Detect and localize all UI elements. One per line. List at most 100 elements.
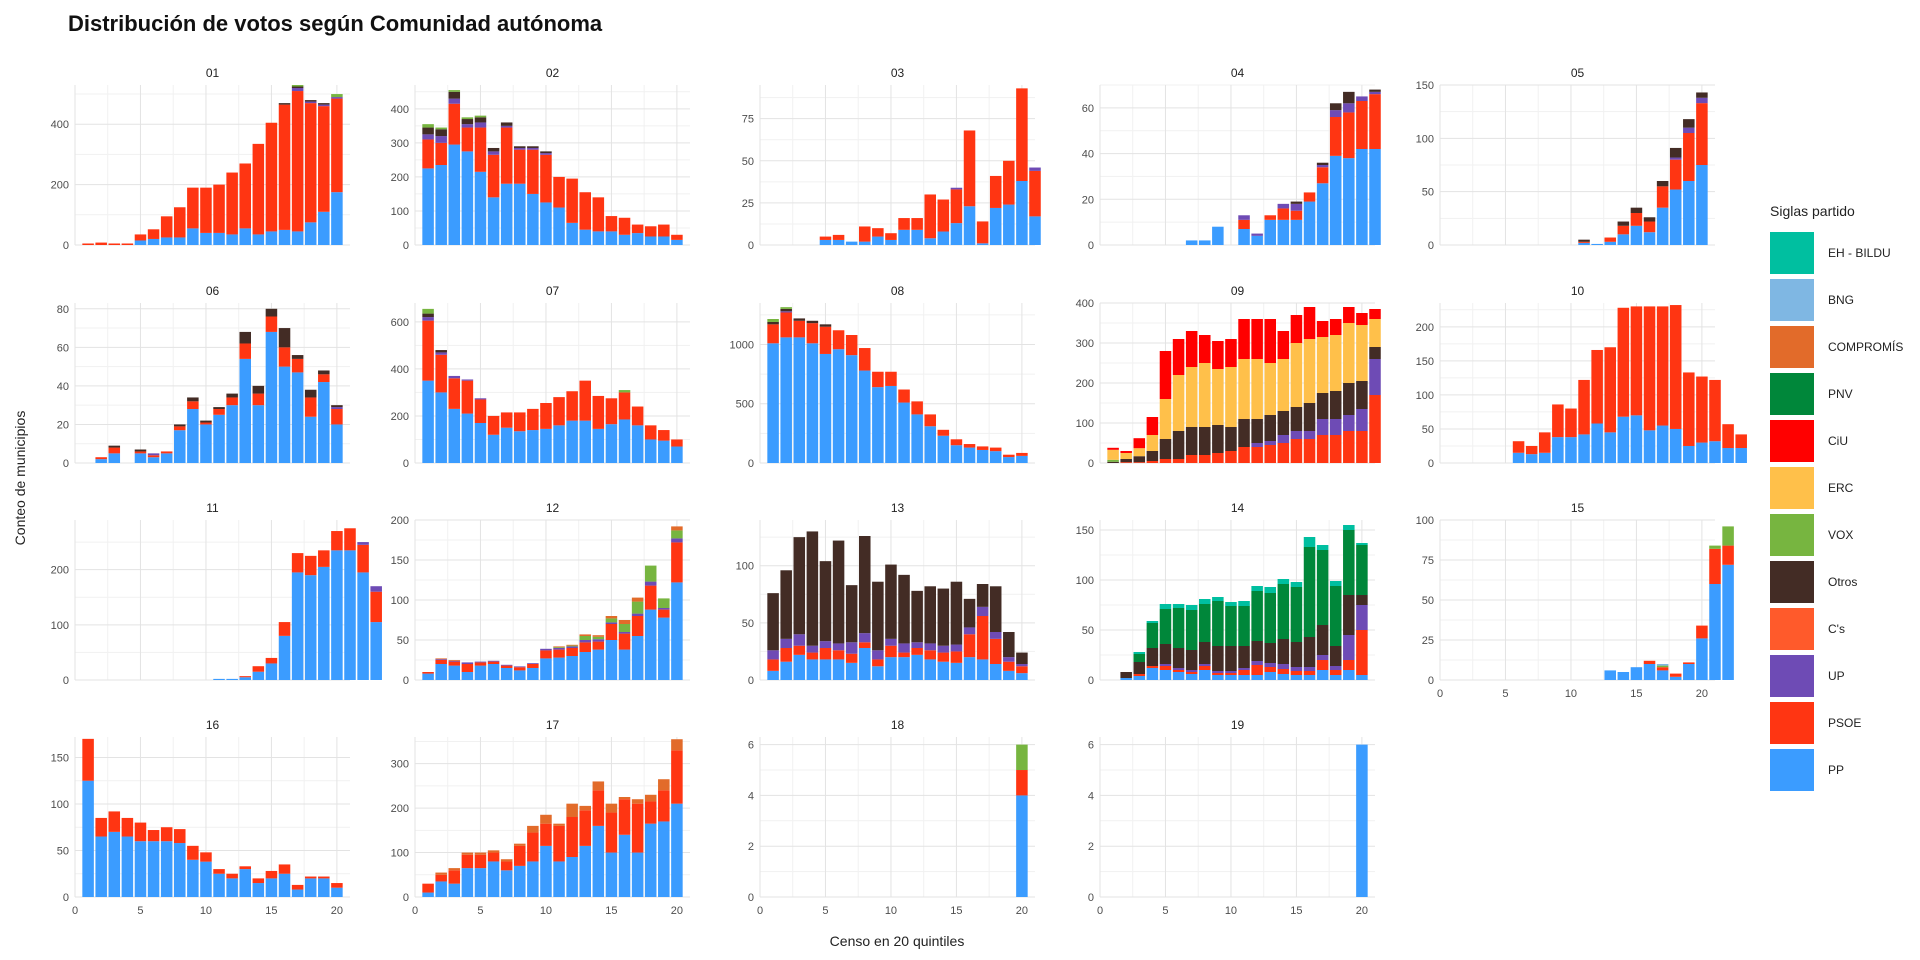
y-tick-label: 100 xyxy=(51,620,69,632)
bar-segment-up xyxy=(147,453,160,456)
bar-segment-psoe xyxy=(82,738,94,781)
bar-segment-psoe xyxy=(1591,349,1603,424)
bar-segment-psoe xyxy=(1669,305,1682,429)
bar-segment-pp xyxy=(937,435,950,463)
bar-segment-psoe xyxy=(370,591,382,623)
bar-segment-psoe xyxy=(658,224,670,237)
bar-segment-psoe xyxy=(885,371,897,386)
bar-segment-pp xyxy=(1290,675,1303,680)
facet-panel-05: 05 0 50 100 150 xyxy=(1416,66,1715,252)
bar-segment-pp xyxy=(644,823,657,897)
bar-segment-psoe xyxy=(304,397,317,417)
bar-segment-psoe xyxy=(200,187,212,233)
bar-segment-otros xyxy=(1277,411,1290,435)
bar-segment-vox xyxy=(553,647,565,648)
bar-segment-up xyxy=(1343,635,1355,660)
facet-panel-19: 19 0 2 4 6 0 5 10 15 20 xyxy=(1088,718,1375,917)
bar-segment-vox xyxy=(1016,744,1028,771)
y-tick-label: 100 xyxy=(391,206,409,218)
bar-segment-psoe xyxy=(1578,241,1590,243)
bar-segment-otros xyxy=(793,537,806,635)
bar-segment-pp xyxy=(1656,670,1669,680)
bar-segment-psoe xyxy=(318,550,330,567)
bar-segment-psoe xyxy=(631,803,644,853)
legend-swatch xyxy=(1770,467,1814,509)
bar-segment-pp xyxy=(976,449,989,463)
bar-segment-up xyxy=(487,660,500,662)
bar-segment-otros xyxy=(1356,595,1368,605)
bar-segment-comprom-s xyxy=(435,658,447,660)
bar-segment-pp xyxy=(819,239,832,245)
y-tick-label: 50 xyxy=(1422,424,1434,436)
x-tick-label: 0 xyxy=(412,905,418,917)
bar-segment-psoe xyxy=(963,130,976,207)
bar-segment-pp xyxy=(671,582,683,680)
bar-segment-otros xyxy=(793,318,806,321)
facet-strip-label: 19 xyxy=(1231,718,1245,732)
bar-segment-pp xyxy=(1735,448,1747,463)
x-tick-label: 15 xyxy=(605,905,617,917)
y-tick-label: 50 xyxy=(1422,187,1434,199)
bar-segment-up xyxy=(1238,668,1250,670)
bar-segment-pnv xyxy=(1159,609,1172,644)
bar-segment-psoe xyxy=(278,104,291,230)
bar-segment-up xyxy=(1303,667,1316,671)
bar-segment-up xyxy=(1159,664,1172,666)
bar-segment-psoe xyxy=(780,648,792,662)
bar-segment-pp xyxy=(592,825,605,897)
bar-segment-up xyxy=(1016,664,1028,667)
bar-segment-pp xyxy=(174,843,186,897)
bar-segment-pp xyxy=(605,852,618,897)
bar-segment-pp xyxy=(631,636,644,680)
bar-segment-psoe xyxy=(1251,665,1263,675)
bar-segment-pp xyxy=(553,657,565,680)
y-tick-label: 100 xyxy=(1416,515,1434,527)
bar-segment-psoe xyxy=(832,330,845,350)
bar-segment-vox xyxy=(618,624,631,632)
bar-segment-pp xyxy=(671,446,683,463)
bar-segment-psoe xyxy=(898,218,910,230)
bar-segment-pp xyxy=(644,236,657,245)
bar-segment-pp xyxy=(239,677,251,680)
bar-segment-pp xyxy=(1525,454,1538,463)
bar-segment-pp xyxy=(1604,670,1616,680)
bar-segment-pp xyxy=(1683,445,1695,463)
bar-segment-psoe xyxy=(950,439,963,446)
bar-segment-psoe xyxy=(1290,210,1303,220)
bar-segment-eh-bildu xyxy=(1264,587,1276,593)
bar-segment-pp xyxy=(872,387,884,463)
bar-segment-psoe xyxy=(239,343,251,359)
legend-label: Otros xyxy=(1828,575,1857,589)
bar-segment-psoe xyxy=(1369,94,1381,149)
legend-label: UP xyxy=(1828,669,1845,683)
bar-segment-psoe xyxy=(1656,667,1669,671)
bar-segment-pp xyxy=(1277,674,1290,680)
bar-segment-psoe xyxy=(1003,160,1015,205)
bar-segment-pp xyxy=(1264,672,1276,680)
bar-segment-up xyxy=(540,153,552,155)
bar-segment-erc xyxy=(1172,375,1185,431)
bar-segment-pp xyxy=(540,428,552,463)
bar-segment-psoe xyxy=(160,216,173,238)
y-tick-label: 200 xyxy=(391,515,409,527)
bar-segment-psoe xyxy=(1016,452,1028,456)
bar-segment-psoe xyxy=(448,661,461,666)
bar-segment-pnv xyxy=(1277,584,1290,639)
bar-segment-psoe xyxy=(1003,661,1015,671)
bar-segment-psoe xyxy=(474,399,487,423)
bar-segment-vox xyxy=(658,598,670,608)
bar-segment-up xyxy=(1329,419,1342,435)
bar-segment-bng xyxy=(1656,664,1669,666)
bar-segment-pp xyxy=(304,222,317,245)
bar-segment-pp xyxy=(911,414,923,463)
bar-segment-pp xyxy=(200,232,212,245)
bar-segment-pp xyxy=(1578,242,1590,245)
bar-segment-psoe xyxy=(435,660,447,664)
y-tick-label: 0 xyxy=(403,892,409,904)
bar-segment-up xyxy=(806,645,819,653)
bar-segment-psoe xyxy=(134,451,147,454)
bar-segment-psoe xyxy=(1172,459,1185,463)
bar-segment-vox xyxy=(631,601,644,614)
bar-segment-pp xyxy=(989,207,1002,245)
bar-segment-psoe xyxy=(924,650,936,660)
